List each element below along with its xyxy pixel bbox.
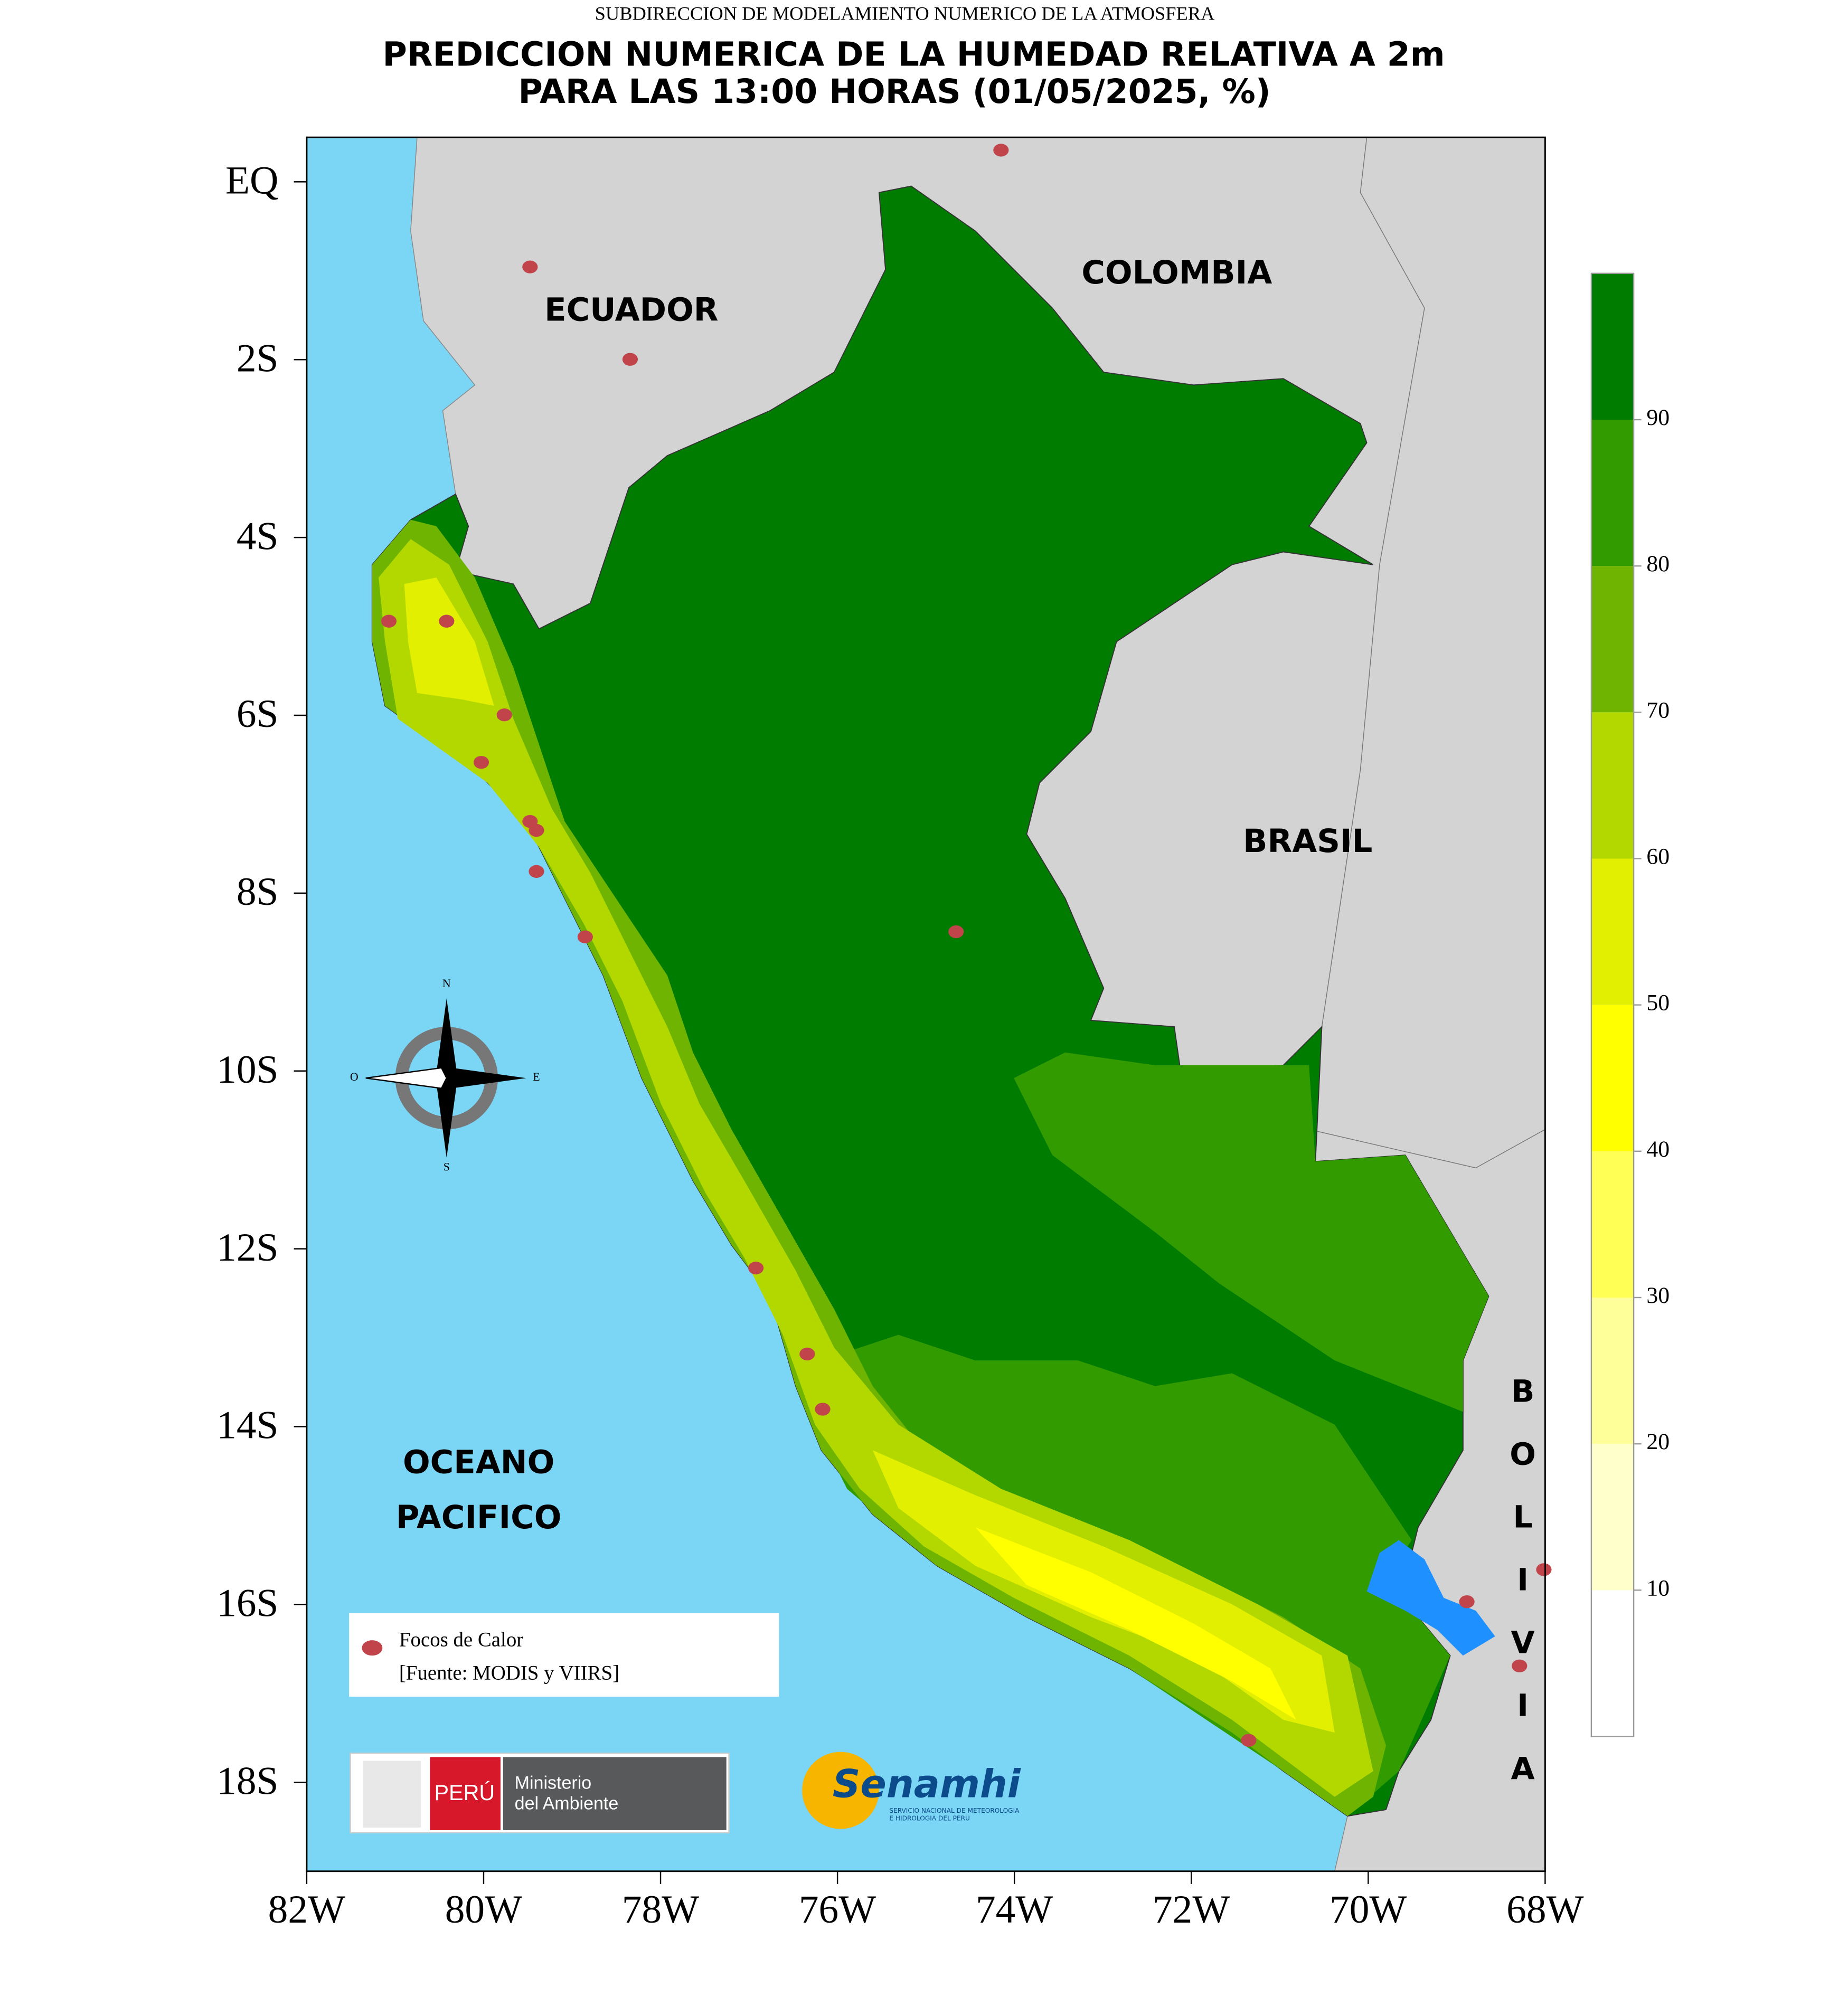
- fire-point: [1459, 1595, 1475, 1608]
- zone: [975, 1527, 1296, 1720]
- fire-point: [1536, 1563, 1552, 1576]
- x-tick-label: 76W: [799, 1888, 876, 1932]
- logo-text: PERÚ: [434, 1781, 495, 1805]
- y-tick-label: 18S: [216, 1759, 278, 1803]
- y-tick-label: 6S: [237, 692, 279, 736]
- compass-needle: [436, 1078, 457, 1158]
- x-tick-label: 70W: [1330, 1888, 1407, 1932]
- fire-point: [439, 614, 455, 628]
- logo-text: del Ambiente: [515, 1793, 619, 1813]
- country-label: COLOMBIA: [1081, 254, 1272, 291]
- legend-box: [349, 1613, 779, 1697]
- colorbar-bin: [1591, 566, 1634, 713]
- colorbar-bin: [1591, 1297, 1634, 1444]
- x-tick-label: 68W: [1506, 1888, 1583, 1932]
- colorbar-bin: [1591, 273, 1634, 420]
- legend-symbol: [362, 1640, 383, 1656]
- y-tick-label: 4S: [237, 514, 279, 558]
- colorbar-label: 80: [1646, 551, 1670, 576]
- fire-point: [381, 614, 397, 628]
- compass-needle: [436, 998, 457, 1078]
- lake-titicaca: [1366, 1540, 1495, 1656]
- logo-peru: [430, 1757, 501, 1830]
- colorbar-bin: [1591, 420, 1634, 566]
- title: PREDICCION NUMERICA DE LA HUMEDAD RELATI…: [383, 35, 1445, 74]
- fire-point: [473, 755, 489, 769]
- logo-ministry: [503, 1757, 727, 1830]
- emblem: [363, 1761, 421, 1828]
- fire-point: [622, 353, 638, 366]
- x-tick-label: 78W: [622, 1888, 699, 1932]
- colorbar-label: 50: [1646, 990, 1670, 1016]
- y-tick-label: 14S: [216, 1404, 278, 1447]
- colorbar-bin: [1591, 1151, 1634, 1298]
- colorbar-label: 10: [1646, 1575, 1670, 1601]
- colorbar-label: 30: [1646, 1283, 1670, 1308]
- compass-letter: O: [350, 1071, 359, 1083]
- ocean-label: OCEANO: [403, 1444, 554, 1481]
- fire-points: [381, 144, 1552, 1747]
- fire-point: [529, 865, 544, 878]
- colorbar-bin: [1591, 1444, 1634, 1591]
- x-tick-label: 82W: [268, 1888, 345, 1932]
- fire-point: [577, 930, 593, 943]
- fire-point: [948, 925, 964, 939]
- legend-text: [Fuente: MODIS y VIIRS]: [399, 1662, 619, 1685]
- compass: N S O E: [350, 977, 540, 1174]
- fire-point: [529, 824, 544, 837]
- map-frame: [306, 136, 1546, 1872]
- x-tick-label: 74W: [976, 1888, 1053, 1932]
- x-tick-label: 72W: [1153, 1888, 1230, 1932]
- y-tick-label: 10S: [216, 1048, 278, 1092]
- colorbar-bin: [1591, 1005, 1634, 1151]
- colorbar-label: 40: [1646, 1137, 1670, 1162]
- y-tick-label: EQ: [225, 159, 278, 203]
- colorbar-label: 90: [1646, 405, 1670, 430]
- country-label: ECUADOR: [544, 291, 718, 328]
- colorbar-bin: [1591, 712, 1634, 859]
- senamhi-sun: [802, 1752, 879, 1829]
- colorbar-label: 70: [1646, 697, 1670, 723]
- title: PARA LAS 13:00 HORAS (01/05/2025, %): [518, 72, 1270, 111]
- ocean-label: PACIFICO: [396, 1499, 562, 1536]
- colorbar-bin: [1591, 1590, 1634, 1737]
- country-label: BOLIVIA: [1505, 1373, 1541, 1813]
- compass-letter: E: [533, 1071, 540, 1083]
- senamhi-logo: Senamhi: [833, 1762, 1021, 1806]
- fire-point: [1512, 1659, 1528, 1672]
- fire-point: [1241, 1734, 1257, 1747]
- agency: SUBDIRECCION DE MODELAMIENTO NUMERICO DE…: [595, 3, 1215, 24]
- border: [1308, 137, 1545, 1169]
- logo-text: Ministerio: [515, 1773, 592, 1793]
- fire-point: [815, 1403, 831, 1416]
- compass-letter: N: [442, 977, 451, 990]
- map-area: ECUADOR COLOMBIA BRASIL BOLIVIA OCEANO P…: [306, 136, 1552, 1872]
- fire-point: [993, 144, 1009, 157]
- colorbar-label: 20: [1646, 1429, 1670, 1454]
- country-label: BRASIL: [1243, 823, 1372, 860]
- compass-letter: S: [444, 1160, 450, 1173]
- legend-text: Focos de Calor: [399, 1628, 523, 1651]
- senamhi-sub: SERVICIO NACIONAL DE METEOROLOGIA: [889, 1807, 1020, 1814]
- fire-point: [799, 1347, 815, 1361]
- colorbar-label: 60: [1646, 844, 1670, 869]
- senamhi-sub: E HIDROLOGIA DEL PERU: [889, 1815, 970, 1822]
- zone: [1014, 1052, 1489, 1412]
- y-tick-label: 12S: [216, 1226, 278, 1270]
- y-tick-label: 8S: [237, 870, 279, 914]
- fire-point: [522, 260, 538, 273]
- x-tick-label: 80W: [445, 1888, 522, 1932]
- colorbar-bin: [1591, 858, 1634, 1005]
- zone: [404, 578, 494, 706]
- y-tick-label: 2S: [237, 336, 279, 380]
- fire-point: [748, 1261, 764, 1275]
- y-tick-label: 16S: [216, 1582, 278, 1625]
- compass-needle: [446, 1067, 526, 1089]
- fire-point: [496, 708, 512, 722]
